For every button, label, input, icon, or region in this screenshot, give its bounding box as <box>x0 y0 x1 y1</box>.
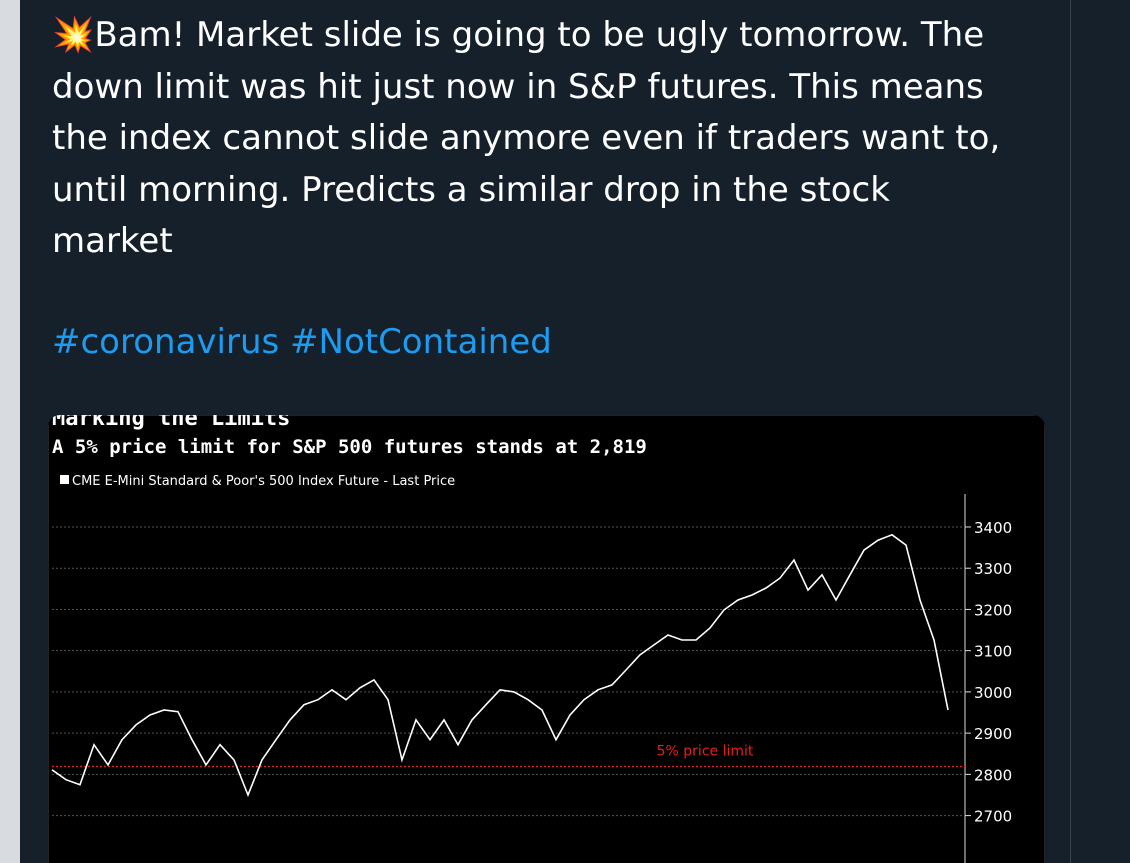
chart-subtitle: A 5% price limit for S&P 500 futures sta… <box>52 436 647 458</box>
legend-swatch <box>60 475 69 484</box>
tweet-line: the index cannot slide anymore even if t… <box>52 118 1001 158</box>
tweet-line: market <box>52 221 173 261</box>
price-line <box>51 533 949 798</box>
y-tick-label: 2700 <box>974 808 1012 826</box>
y-tick-label: 3100 <box>974 643 1012 661</box>
window-edge <box>0 0 20 863</box>
y-axis-label: Index level <box>1047 639 1069 744</box>
tweet-line: until morning. Predicts a similar drop i… <box>52 169 890 210</box>
y-tick-label: 3300 <box>974 560 1012 578</box>
chart-title: Marking the Limits <box>52 406 290 431</box>
tweet-line: down limit was hit just now in S&P futur… <box>52 66 984 107</box>
y-tick-label: 2900 <box>974 725 1012 743</box>
reference-label: 5% price limit <box>657 744 754 760</box>
y-tick-label: 3200 <box>974 601 1012 619</box>
y-tick-label: 2800 <box>974 766 1012 784</box>
column-divider <box>1070 0 1071 863</box>
tweet-text: 💥Bam! Market slide is going to be ugly t… <box>52 10 1000 268</box>
chart-background <box>48 415 1045 863</box>
legend-label: CME E-Mini Standard & Poor's 500 Index F… <box>72 474 455 489</box>
y-tick-label: 3400 <box>974 519 1012 537</box>
y-tick-label: 3000 <box>974 684 1012 702</box>
hashtags[interactable]: #coronavirus #NotContained <box>52 322 552 362</box>
tweet-line: 💥Bam! Market slide is going to be ugly t… <box>52 15 985 55</box>
